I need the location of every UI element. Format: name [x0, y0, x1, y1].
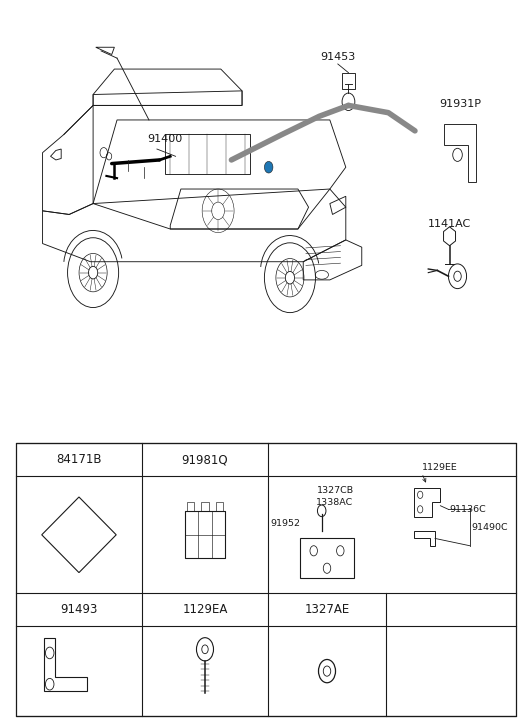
Text: 1338AC: 1338AC	[317, 498, 354, 507]
Bar	[201, 502, 209, 511]
Bar	[165, 134, 250, 174]
Bar	[187, 502, 194, 511]
Text: 91493: 91493	[60, 603, 98, 616]
Text: 1129EE: 1129EE	[422, 462, 458, 472]
Text: 91931P: 91931P	[439, 99, 481, 109]
Bar	[216, 502, 223, 511]
Bar	[342, 73, 355, 89]
Text: 1129EA: 1129EA	[182, 603, 228, 616]
Text: 91981Q: 91981Q	[181, 454, 228, 466]
Text: 91490C: 91490C	[471, 523, 508, 532]
Text: 91136C: 91136C	[450, 505, 486, 514]
Bar	[16, 443, 516, 716]
Bar	[185, 511, 225, 558]
Bar	[301, 539, 354, 579]
Text: 1141AC: 1141AC	[428, 219, 471, 229]
Text: 91453: 91453	[320, 52, 355, 62]
Text: 1327AE: 1327AE	[304, 603, 350, 616]
Text: 91400: 91400	[147, 134, 182, 144]
Text: 91952: 91952	[270, 519, 301, 529]
Text: 1327CB: 1327CB	[317, 486, 354, 495]
Text: 84171B: 84171B	[56, 454, 102, 466]
Circle shape	[264, 161, 273, 173]
